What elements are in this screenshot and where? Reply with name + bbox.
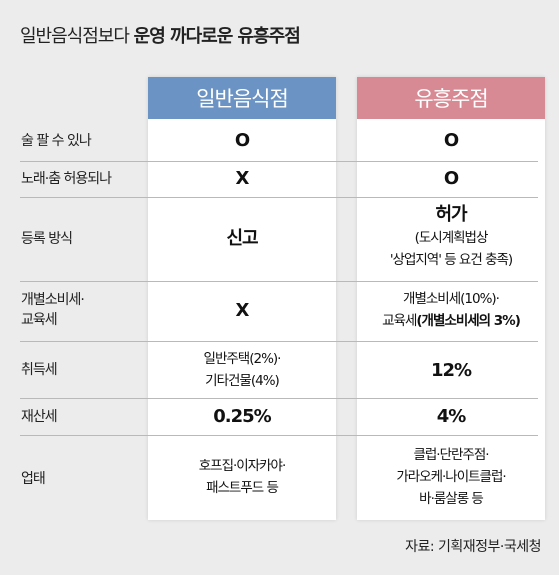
row-label-acquisition: 취득세 bbox=[21, 362, 58, 378]
cell-business-entertainment-line2: 가라오케·나이트클럽· bbox=[396, 469, 506, 485]
cell-registration-entertainment-line1: (도시계획법상 bbox=[414, 230, 489, 246]
tax-edu-label: 교육세 bbox=[382, 313, 417, 329]
row-label-registration: 등록 방식 bbox=[21, 231, 73, 247]
cell-business-entertainment-line1: 클럽·단란주점· bbox=[413, 447, 489, 463]
row-label-tax-line1: 개별소비세· bbox=[21, 292, 85, 308]
row-label-business: 업태 bbox=[21, 471, 46, 487]
cell-property-entertainment: 4% bbox=[436, 406, 467, 427]
cell-business-general-line1: 호프집·이자카야· bbox=[198, 458, 287, 474]
cell-singing-entertainment: O bbox=[443, 168, 459, 189]
header-general-restaurant: 일반음식점 bbox=[148, 77, 336, 119]
cell-acquisition-general-line1: 일반주택(2%)· bbox=[203, 351, 282, 367]
cell-tax-general: X bbox=[235, 300, 250, 321]
row-divider bbox=[20, 341, 538, 342]
title-bold: 운영 까다로운 유흥주점 bbox=[133, 26, 301, 47]
row-divider bbox=[20, 435, 538, 436]
row-label-tax-line2: 교육세 bbox=[21, 312, 58, 328]
row-label-property: 재산세 bbox=[21, 409, 58, 425]
cell-property-general: 0.25% bbox=[213, 406, 271, 427]
header-entertainment-bar: 유흥주점 bbox=[357, 77, 545, 119]
cell-acquisition-entertainment: 12% bbox=[430, 360, 472, 381]
cell-acquisition-general-line2: 기타건물(4%) bbox=[205, 373, 280, 389]
cell-alcohol-entertainment: O bbox=[443, 130, 459, 151]
page-title: 일반음식점보다 운영 까다로운 유흥주점 bbox=[20, 22, 301, 48]
row-divider bbox=[20, 161, 538, 162]
cell-tax-entertainment-line2: 교육세(개별소비세의 3%) bbox=[357, 311, 545, 332]
cell-registration-general: 신고 bbox=[226, 228, 258, 249]
row-label-alcohol: 술 팔 수 있나 bbox=[21, 133, 92, 149]
row-label-singing: 노래·춤 허용되나 bbox=[21, 171, 112, 187]
column-general-restaurant bbox=[148, 77, 336, 520]
cell-business-entertainment-line3: 바·룸살롱 등 bbox=[419, 491, 484, 507]
cell-registration-entertainment-line2: '상업지역' 등 요건 충족) bbox=[389, 252, 513, 268]
cell-registration-entertainment-title: 허가 bbox=[435, 204, 467, 225]
cell-tax-entertainment-line1: 개별소비세(10%)· bbox=[403, 291, 500, 307]
column-entertainment-bar bbox=[357, 77, 545, 520]
cell-business-general-line2: 패스트푸드 등 bbox=[206, 480, 279, 496]
row-divider bbox=[20, 398, 538, 399]
cell-alcohol-general: O bbox=[234, 130, 250, 151]
row-divider bbox=[20, 197, 538, 198]
row-divider bbox=[20, 281, 538, 282]
title-normal: 일반음식점보다 bbox=[20, 26, 134, 47]
cell-singing-general: X bbox=[235, 168, 250, 189]
tax-edu-rate: (개별소비세의 3%) bbox=[416, 313, 520, 329]
source-note: 자료: 기획재정부·국세청 bbox=[405, 539, 541, 555]
